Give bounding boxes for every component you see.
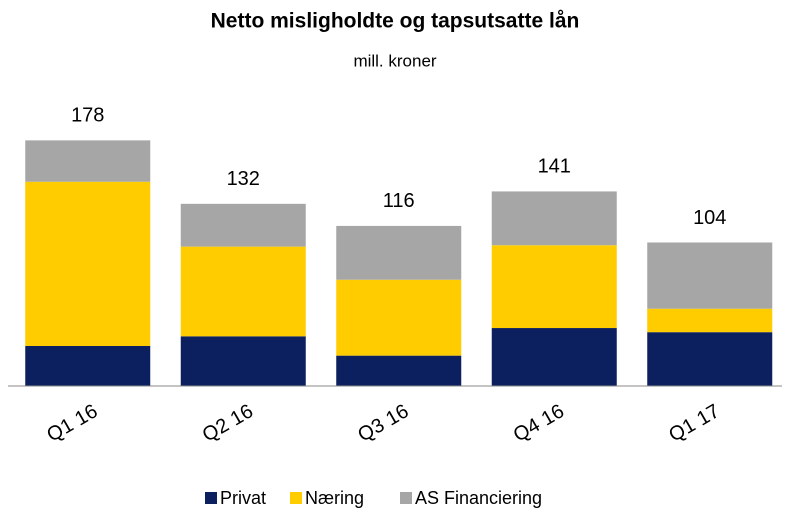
bar-segment xyxy=(336,279,462,356)
chart-title: Netto misligholdte og tapsutsatte lån xyxy=(211,10,580,33)
total-label: 116 xyxy=(383,190,415,212)
bar-segment xyxy=(180,246,306,337)
legend-swatch xyxy=(205,492,217,504)
bar-segment xyxy=(25,181,151,346)
bar-segment xyxy=(491,245,617,329)
bar-segment xyxy=(25,140,151,182)
bar-segment xyxy=(25,345,151,386)
legend-label: AS Financiering xyxy=(415,488,542,508)
legend-label: Næring xyxy=(305,488,364,508)
x-tick-label: Q1 16 xyxy=(43,400,101,446)
total-label: 132 xyxy=(227,168,260,190)
x-tick-label: Q4 16 xyxy=(510,400,568,446)
bar-segment xyxy=(336,355,462,386)
bar-segment xyxy=(647,332,773,386)
total-label: 104 xyxy=(693,207,726,229)
legend-label: Privat xyxy=(220,488,266,508)
bar-segment xyxy=(647,308,773,333)
bar-segment xyxy=(336,225,462,280)
legend-swatch xyxy=(400,492,412,504)
legend-swatch xyxy=(290,492,302,504)
x-tick-label: Q2 16 xyxy=(199,400,257,446)
chart-subtitle: mill. kroner xyxy=(353,51,436,70)
bar-segment xyxy=(491,191,617,246)
bar-segment xyxy=(647,242,773,309)
bar-segment xyxy=(180,203,306,247)
total-label: 178 xyxy=(71,105,104,127)
total-label: 141 xyxy=(538,156,571,178)
x-tick-label: Q3 16 xyxy=(354,400,412,446)
bar-segment xyxy=(491,328,617,386)
x-tick-label: Q1 17 xyxy=(665,400,723,446)
bar-segment xyxy=(180,336,306,386)
